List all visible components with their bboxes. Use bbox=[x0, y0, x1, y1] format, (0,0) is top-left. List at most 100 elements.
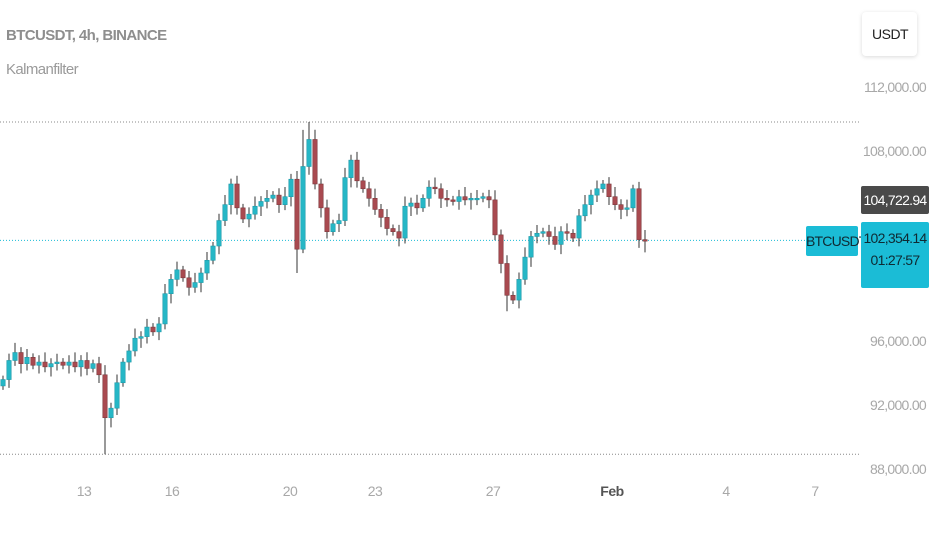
candle-down bbox=[360, 180, 366, 190]
time-tick-label: 20 bbox=[282, 483, 298, 499]
candle-up bbox=[522, 256, 528, 280]
candle-up bbox=[480, 196, 486, 199]
candle-up bbox=[342, 177, 348, 221]
candle-up bbox=[408, 202, 414, 207]
candle-up bbox=[540, 231, 546, 234]
candle-up bbox=[66, 361, 72, 366]
candle-up bbox=[144, 326, 150, 337]
candle-up bbox=[114, 382, 120, 409]
candle-down bbox=[42, 361, 48, 368]
candle-down bbox=[186, 277, 192, 288]
candle-up bbox=[216, 220, 222, 247]
candle-up bbox=[306, 139, 312, 167]
last-price: 102,354.14 bbox=[863, 230, 927, 246]
time-tick-label: 23 bbox=[367, 483, 383, 499]
candle-up bbox=[210, 245, 216, 261]
candle-up bbox=[630, 188, 636, 209]
candle-down bbox=[30, 356, 36, 366]
candle-down bbox=[462, 196, 468, 201]
candle-up bbox=[24, 356, 30, 364]
candle-down bbox=[318, 183, 324, 209]
currency-button[interactable]: USDT bbox=[862, 12, 917, 56]
candle-up bbox=[252, 205, 258, 215]
time-tick-label: 7 bbox=[811, 483, 819, 499]
symbol-tag: BTCUSDT bbox=[806, 226, 867, 256]
candle-down bbox=[18, 352, 24, 364]
candle-down bbox=[240, 207, 246, 220]
candle-down bbox=[72, 361, 78, 368]
candle-down bbox=[180, 269, 186, 279]
candle-down bbox=[84, 360, 90, 369]
time-tick-label: 27 bbox=[485, 483, 501, 499]
candle-up bbox=[282, 196, 288, 205]
candle-down bbox=[414, 202, 420, 209]
time-tick-label: 13 bbox=[76, 483, 92, 499]
candle-up bbox=[264, 198, 270, 202]
candle-up bbox=[54, 361, 60, 364]
candle-down bbox=[618, 204, 624, 210]
candle-up bbox=[168, 279, 174, 295]
price-tick-label: 92,000.00 bbox=[870, 397, 927, 413]
candle-down bbox=[636, 188, 642, 240]
candle-up bbox=[528, 236, 534, 258]
candle-up bbox=[582, 204, 588, 217]
candle-down bbox=[276, 194, 282, 205]
candle-up bbox=[624, 207, 630, 210]
candle-down bbox=[444, 198, 450, 201]
candle-down bbox=[366, 188, 372, 199]
candle-up bbox=[198, 272, 204, 283]
candle-down bbox=[498, 234, 504, 264]
candle-down bbox=[294, 178, 300, 250]
candle-up bbox=[90, 363, 96, 369]
candle-up bbox=[138, 336, 144, 339]
chart-title: BTCUSDT, 4h, BINANCE bbox=[6, 27, 167, 44]
candle-down bbox=[570, 232, 576, 239]
candle-up bbox=[336, 220, 342, 225]
bar-countdown: 01:27:57 bbox=[870, 252, 921, 268]
candle-up bbox=[108, 407, 114, 419]
indicator-label[interactable]: Kalmanfilter bbox=[6, 61, 79, 78]
price-tick-label: 96,000.00 bbox=[870, 333, 927, 350]
candle-up bbox=[420, 198, 426, 209]
time-tick-label: 4 bbox=[722, 483, 730, 499]
price-tick-label: 88,000.00 bbox=[870, 460, 927, 477]
candle-up bbox=[534, 232, 540, 237]
candle-down bbox=[60, 361, 66, 366]
candle-up bbox=[288, 178, 294, 198]
candle-down bbox=[324, 207, 330, 232]
candle-up bbox=[48, 363, 54, 368]
candle-up bbox=[126, 350, 132, 363]
candle-down bbox=[378, 209, 384, 218]
candle-up bbox=[12, 352, 18, 361]
candlestick-chart[interactable] bbox=[0, 0, 860, 470]
candle-up bbox=[270, 194, 276, 199]
candle-up bbox=[204, 260, 210, 274]
candle-up bbox=[222, 204, 228, 221]
candle-up bbox=[600, 183, 606, 190]
candle-down bbox=[432, 186, 438, 190]
candle-down bbox=[606, 183, 612, 198]
candle-down bbox=[450, 199, 456, 202]
candle-down bbox=[372, 198, 378, 210]
candle-up bbox=[348, 159, 354, 178]
candle-up bbox=[6, 360, 12, 380]
candle-down bbox=[312, 139, 318, 185]
candle-down bbox=[552, 236, 558, 245]
candle-down bbox=[492, 199, 498, 236]
candle-down bbox=[390, 228, 396, 232]
last-price-tag: 102,354.14 01:27:57 bbox=[861, 222, 929, 288]
candle-down bbox=[396, 231, 402, 239]
candle-down bbox=[96, 363, 102, 376]
candle-down bbox=[438, 188, 444, 199]
time-tick-label: Feb bbox=[600, 483, 624, 499]
candle-down bbox=[234, 183, 240, 209]
price-tick-label: 108,000.00 bbox=[862, 142, 927, 159]
candle-up bbox=[300, 166, 306, 250]
candle-down bbox=[384, 217, 390, 229]
candle-up bbox=[258, 201, 264, 207]
candle-down bbox=[504, 263, 510, 296]
candle-down bbox=[546, 231, 552, 237]
candle-up bbox=[516, 279, 522, 301]
candle-up bbox=[120, 361, 126, 384]
candle-up bbox=[330, 223, 336, 232]
